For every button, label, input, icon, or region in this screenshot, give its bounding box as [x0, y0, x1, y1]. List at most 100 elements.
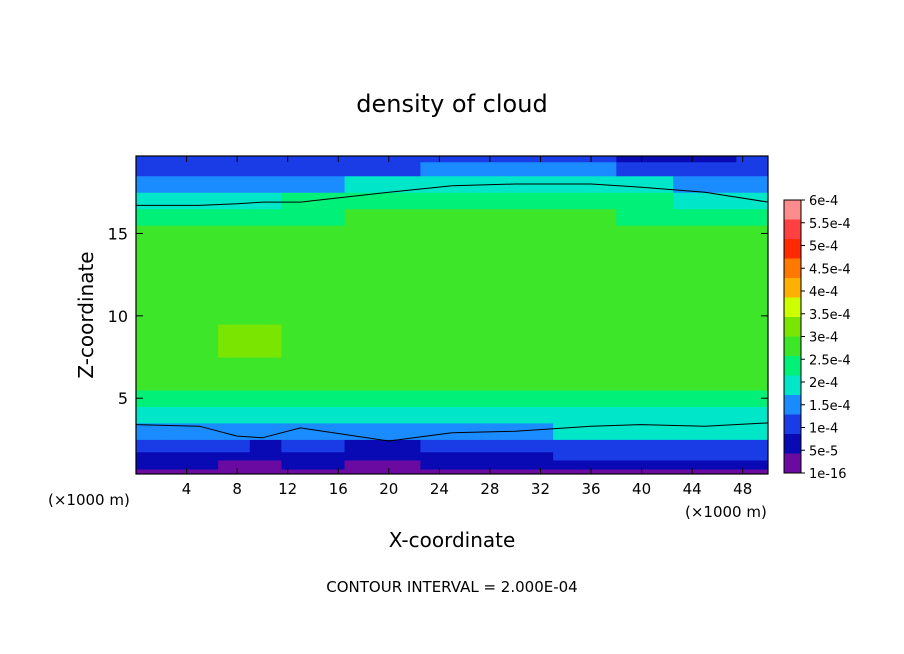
colorbar-swatch [784, 414, 801, 435]
field-cell [736, 469, 769, 475]
field-cell [167, 291, 219, 309]
field-cell [616, 373, 674, 391]
x-unit-left: (×1000 m) [48, 491, 130, 509]
field-cell [249, 225, 282, 243]
colorbar: 6e-4 5.5e-4 5e-4 4.5e-4 4e-4 3.5e-4 3e-4 2.5e-4… [783, 194, 851, 482]
field-cell [249, 389, 282, 407]
field-cell [736, 274, 769, 292]
field-cell [553, 307, 617, 325]
field-cell [218, 439, 251, 453]
field-cell [344, 459, 421, 470]
field-cell [344, 469, 421, 475]
field-cell [420, 208, 485, 226]
field-cell [616, 406, 674, 424]
field-cell [420, 258, 485, 276]
field-cell [136, 208, 169, 226]
field-cell [483, 241, 554, 259]
field-cell [420, 307, 485, 325]
field-cell [420, 241, 485, 259]
field-cell [736, 225, 769, 243]
contour-line-upper [136, 183, 769, 206]
field-cell [344, 389, 421, 407]
field-cell [218, 274, 251, 292]
field-cell [673, 389, 737, 407]
colorbar-swatch [784, 317, 801, 337]
field-cell [616, 439, 674, 453]
colorbar-label: 5.5e-4 [809, 217, 851, 232]
field-cell [553, 469, 617, 475]
field-cell [136, 258, 169, 276]
colorbar-label: 1e-4 [809, 422, 838, 437]
colorbar-swatch [784, 200, 801, 220]
field-cell [218, 389, 251, 407]
field-cell [420, 439, 485, 453]
colorbar-label: 3.5e-4 [809, 308, 851, 323]
colorbar-label: 4.5e-4 [809, 262, 851, 277]
field-cell [218, 291, 251, 309]
field-cell [673, 156, 737, 163]
field-cell [736, 258, 769, 276]
field-cell [167, 422, 219, 440]
field-cell [673, 241, 737, 259]
field-cell [136, 307, 169, 325]
field-cell [673, 161, 737, 177]
field-cell [420, 274, 485, 292]
x-tick-label: 32 [531, 480, 550, 498]
field-cell [616, 156, 674, 163]
field-cell [736, 439, 769, 453]
field-cell [218, 161, 251, 177]
field-cell [281, 469, 346, 475]
field-cell [344, 307, 421, 325]
contour-line-lower [135, 422, 769, 442]
field-cell [616, 175, 674, 193]
y-axis: 5 10 15 [108, 224, 768, 408]
field-cell [136, 192, 169, 210]
field-cell [167, 459, 219, 470]
field-cell [483, 459, 554, 470]
field-cell [281, 340, 346, 358]
x-tick-label: 8 [232, 480, 242, 498]
field-cell [616, 340, 674, 358]
colorbar-swatch [784, 297, 801, 318]
field-cell [281, 175, 346, 193]
field-cell [736, 389, 769, 407]
field-cell [167, 307, 219, 325]
field-cell [344, 373, 421, 391]
x-tick-label: 36 [581, 480, 600, 498]
field-cell [616, 258, 674, 276]
field-cell [249, 357, 282, 374]
field-cell [616, 389, 674, 407]
field-cell [249, 291, 282, 309]
field-cell [136, 175, 169, 193]
field-cell [136, 389, 169, 407]
colorbar-label: 5e-5 [809, 444, 838, 459]
colorbar-label: 4e-4 [809, 285, 838, 300]
field-cell [420, 373, 485, 391]
field-cell [483, 389, 554, 407]
field-cell [483, 274, 554, 292]
field-cell [249, 340, 282, 358]
field-cell [483, 469, 554, 475]
colorbar-swatch [784, 278, 801, 298]
field-cell [249, 307, 282, 325]
field-cell [553, 373, 617, 391]
field-cell [218, 469, 251, 475]
x-tick-label: 48 [733, 480, 752, 498]
field-cell [167, 406, 219, 424]
field-cell [483, 451, 554, 461]
colorbar-label: 2e-4 [809, 376, 838, 391]
field-cell [736, 422, 769, 440]
field-cell [218, 422, 251, 440]
x-tick-label: 4 [182, 480, 192, 498]
field-cell [673, 258, 737, 276]
field-cell [167, 175, 219, 193]
field-cell [167, 389, 219, 407]
field-cell [136, 291, 169, 309]
field-cell [167, 241, 219, 259]
field-cell [553, 459, 617, 470]
field-cell [281, 225, 346, 243]
field-cell [167, 439, 219, 453]
colorbar-swatch [784, 356, 801, 376]
colorbar-label: 2.5e-4 [809, 353, 851, 368]
